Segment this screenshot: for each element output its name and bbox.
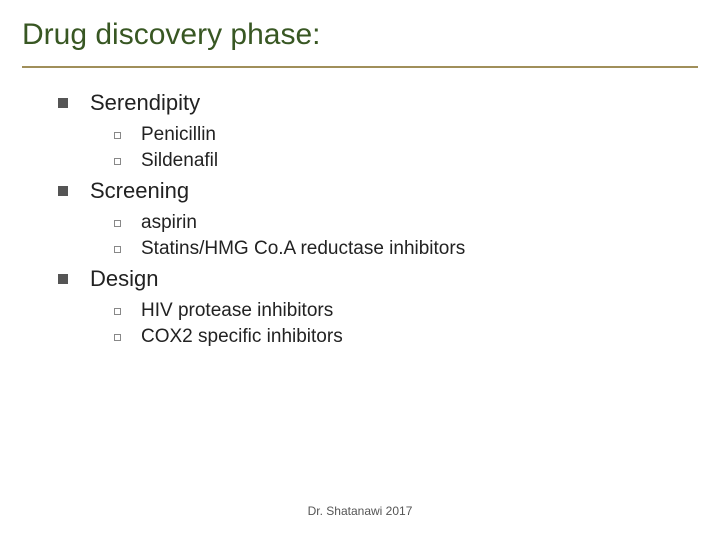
hollow-square-icon xyxy=(114,132,121,139)
list-item: aspirin xyxy=(114,212,698,234)
section-screening: Screening aspirin Statins/HMG Co.A reduc… xyxy=(58,178,698,260)
item-text: HIV protease inhibitors xyxy=(141,300,333,322)
section-design: Design HIV protease inhibitors COX2 spec… xyxy=(58,266,698,348)
list-item: Penicillin xyxy=(114,124,698,146)
item-text: Penicillin xyxy=(141,124,216,146)
item-text: aspirin xyxy=(141,212,197,234)
hollow-square-icon xyxy=(114,334,121,341)
slide-title: Drug discovery phase: xyxy=(22,18,698,68)
sub-list: Penicillin Sildenafil xyxy=(114,124,698,172)
slide: Drug discovery phase: Serendipity Penici… xyxy=(0,0,720,540)
hollow-square-icon xyxy=(114,308,121,315)
square-bullet-icon xyxy=(58,98,68,108)
list-item: Statins/HMG Co.A reductase inhibitors xyxy=(114,238,698,260)
hollow-square-icon xyxy=(114,246,121,253)
section-heading: Design xyxy=(90,266,158,292)
hollow-square-icon xyxy=(114,220,121,227)
sub-list: HIV protease inhibitors COX2 specific in… xyxy=(114,300,698,348)
section-header: Serendipity xyxy=(58,90,698,116)
list-item: COX2 specific inhibitors xyxy=(114,326,698,348)
square-bullet-icon xyxy=(58,274,68,284)
list-item: HIV protease inhibitors xyxy=(114,300,698,322)
hollow-square-icon xyxy=(114,158,121,165)
list-item: Sildenafil xyxy=(114,150,698,172)
sub-list: aspirin Statins/HMG Co.A reductase inhib… xyxy=(114,212,698,260)
item-text: COX2 specific inhibitors xyxy=(141,326,343,348)
section-header: Screening xyxy=(58,178,698,204)
square-bullet-icon xyxy=(58,186,68,196)
section-heading: Screening xyxy=(90,178,189,204)
section-heading: Serendipity xyxy=(90,90,200,116)
item-text: Statins/HMG Co.A reductase inhibitors xyxy=(141,238,465,260)
footer-text: Dr. Shatanawi 2017 xyxy=(0,504,720,518)
section-header: Design xyxy=(58,266,698,292)
section-serendipity: Serendipity Penicillin Sildenafil xyxy=(58,90,698,172)
item-text: Sildenafil xyxy=(141,150,218,172)
